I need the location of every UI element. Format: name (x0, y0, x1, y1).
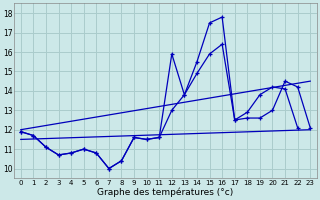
X-axis label: Graphe des températures (°c): Graphe des températures (°c) (97, 187, 234, 197)
